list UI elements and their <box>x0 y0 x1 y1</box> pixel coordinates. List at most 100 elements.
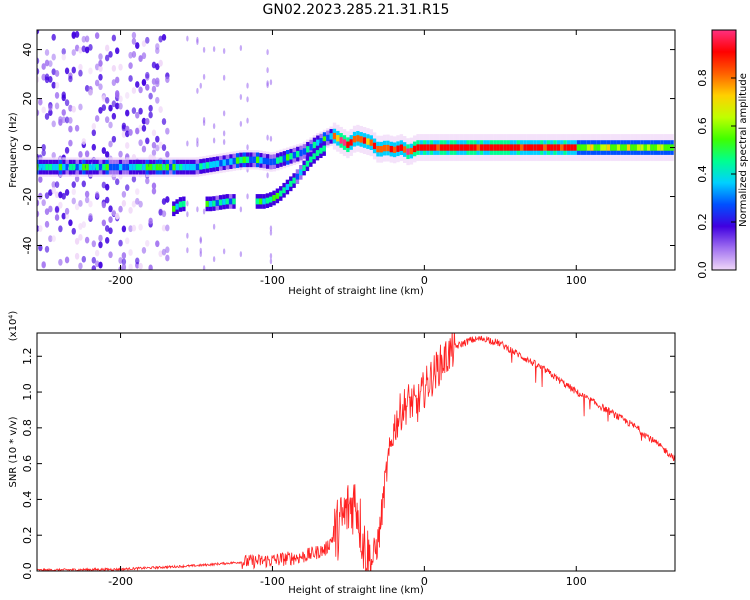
spectrogram-track-cell <box>386 144 390 152</box>
spectrogram-noise-cell <box>151 149 157 157</box>
spectrogram-track-cell <box>586 144 591 151</box>
spectrogram-track-cell <box>379 146 384 153</box>
spectrogram-secondary-cell <box>279 190 283 197</box>
spectrogram-track-cell <box>503 144 507 151</box>
spectrogram-track-cell <box>342 139 347 146</box>
spectrogram-noise-cell <box>222 248 226 255</box>
spectrogram-secondary-cell <box>305 160 310 167</box>
spectrogram-noise-cell <box>64 256 70 264</box>
spectrogram-noise-cell <box>151 129 157 137</box>
y-tick-label: 0.8 <box>21 419 34 437</box>
spectrogram-noise-cell <box>44 208 50 216</box>
x-tick-label: -200 <box>108 274 133 287</box>
colorbar-frame <box>711 29 737 271</box>
spectrogram-noise-cell <box>199 82 202 89</box>
spectrogram-noise-cell <box>108 140 113 148</box>
spectrogram-noise-cell <box>44 220 50 228</box>
spectrogram-track-cell <box>165 163 170 171</box>
spectrogram-track-cell <box>48 163 53 171</box>
spectrogram-noise-cell <box>222 74 226 81</box>
spectrogram-noise-cell <box>145 137 150 145</box>
spectrogram-noise-cell <box>202 73 206 80</box>
spectrogram-track-cell <box>249 156 253 163</box>
spectrogram-track-cell <box>536 144 541 151</box>
spectrogram-noise-cell <box>148 92 153 100</box>
spectrogram-track-cell <box>145 163 150 171</box>
spectrogram-track-cell <box>88 163 93 171</box>
spectrogram-track-cell <box>506 144 511 151</box>
spectrogram-noise-cell <box>141 246 147 254</box>
spectrogram-secondary-cell <box>218 199 223 206</box>
spectrogram-track-cell <box>252 156 257 163</box>
spectrogram-noise-cell <box>141 124 147 132</box>
spectrogram-noise-cell <box>125 125 130 133</box>
spectrogram-noise-cell <box>202 208 206 215</box>
spectrogram-noise-cell <box>58 119 63 126</box>
spectrogram-secondary-cell <box>262 198 266 205</box>
spectrogram-noise-cell <box>88 67 93 75</box>
spectrogram-noise-cell <box>266 134 269 141</box>
spectrogram-track-cell <box>219 160 223 167</box>
spectrogram-noise-cell <box>88 43 93 51</box>
spectrogram-noise-cell <box>196 39 199 46</box>
spectrogram-track-cell <box>426 144 430 151</box>
spectrogram-track-cell <box>309 143 313 151</box>
spectrogram-noise-cell <box>108 227 113 235</box>
spectrogram-track-cell <box>530 144 534 151</box>
spectrogram-track-cell <box>152 163 156 171</box>
spectrogram-noise-cell <box>111 112 117 120</box>
spectrogram-noise-cell <box>78 234 83 241</box>
spectrogram-noise-cell <box>88 200 93 208</box>
snr-frame <box>36 332 676 572</box>
spectrogram-noise-cell <box>78 151 83 158</box>
spectrogram-noise-cell <box>104 183 110 191</box>
spectrogram-track-cell <box>322 136 327 143</box>
spectrogram-track-cell <box>75 163 79 171</box>
spectrogram-noise-cell <box>128 225 133 233</box>
spectrogram-noise-cell <box>81 221 86 229</box>
spectrogram-noise-cell <box>101 95 107 102</box>
spectrogram-noise-cell <box>115 91 120 99</box>
spectrogram-noise-cell <box>94 32 100 40</box>
spectrogram-noise-cell <box>202 116 206 123</box>
spectrogram-track-cell <box>98 163 103 171</box>
spectrogram-noise-cell <box>48 109 53 117</box>
spectrogram-noise-cell <box>128 263 133 270</box>
spectrogram-noise-cell <box>58 201 63 209</box>
spectrogram-noise-cell <box>71 227 76 235</box>
spectrogram-track-cell <box>433 144 437 151</box>
spectrogram-track-cell <box>439 144 444 151</box>
spectrogram-noise-cell <box>74 252 80 260</box>
spectrogram-track-cell <box>62 163 66 171</box>
spectrogram-noise-cell <box>118 205 123 213</box>
spectrogram-secondary-cell <box>282 187 286 194</box>
spectrogram-noise-cell <box>74 31 80 38</box>
spectrogram-track-cell <box>613 144 617 151</box>
spectrogram-noise-cell <box>151 61 157 69</box>
spectrogram-noise-cell <box>94 79 100 87</box>
spectrogram-cells <box>37 30 674 270</box>
spectrogram-noise-cell <box>37 30 40 35</box>
spectrogram-noise-cell <box>58 191 63 199</box>
spectrogram-track-cell <box>646 144 651 151</box>
spectrogram-noise-cell <box>155 63 160 71</box>
spectrogram-track-cell <box>663 144 668 151</box>
spectrogram-noise-cell <box>196 87 199 94</box>
spectrogram-noise-cell <box>98 53 103 61</box>
spectrogram-track-cell <box>108 163 113 171</box>
spectrogram-noise-cell <box>158 208 163 216</box>
y-tick-label: 20 <box>21 92 34 106</box>
spectrogram-track-cell <box>209 161 213 169</box>
spectrogram-track-cell <box>489 144 494 151</box>
spectrogram-track-cell <box>443 144 447 151</box>
snr-y-ticks: 0.0 0.2 0.4 0.6 0.8 1.0 1.2 <box>21 348 675 580</box>
spectrogram-track-cell <box>149 163 153 171</box>
spectrogram-noise-cell <box>269 229 273 236</box>
spectrogram-noise-cell <box>145 36 150 44</box>
spectrogram-noise-cell <box>148 104 153 112</box>
spectrogram-noise-cell <box>51 81 56 89</box>
spectrogram-secondary-cell <box>228 198 233 205</box>
spectrogram-track-cell <box>239 156 243 164</box>
spectrogram-noise-cell <box>118 63 123 71</box>
